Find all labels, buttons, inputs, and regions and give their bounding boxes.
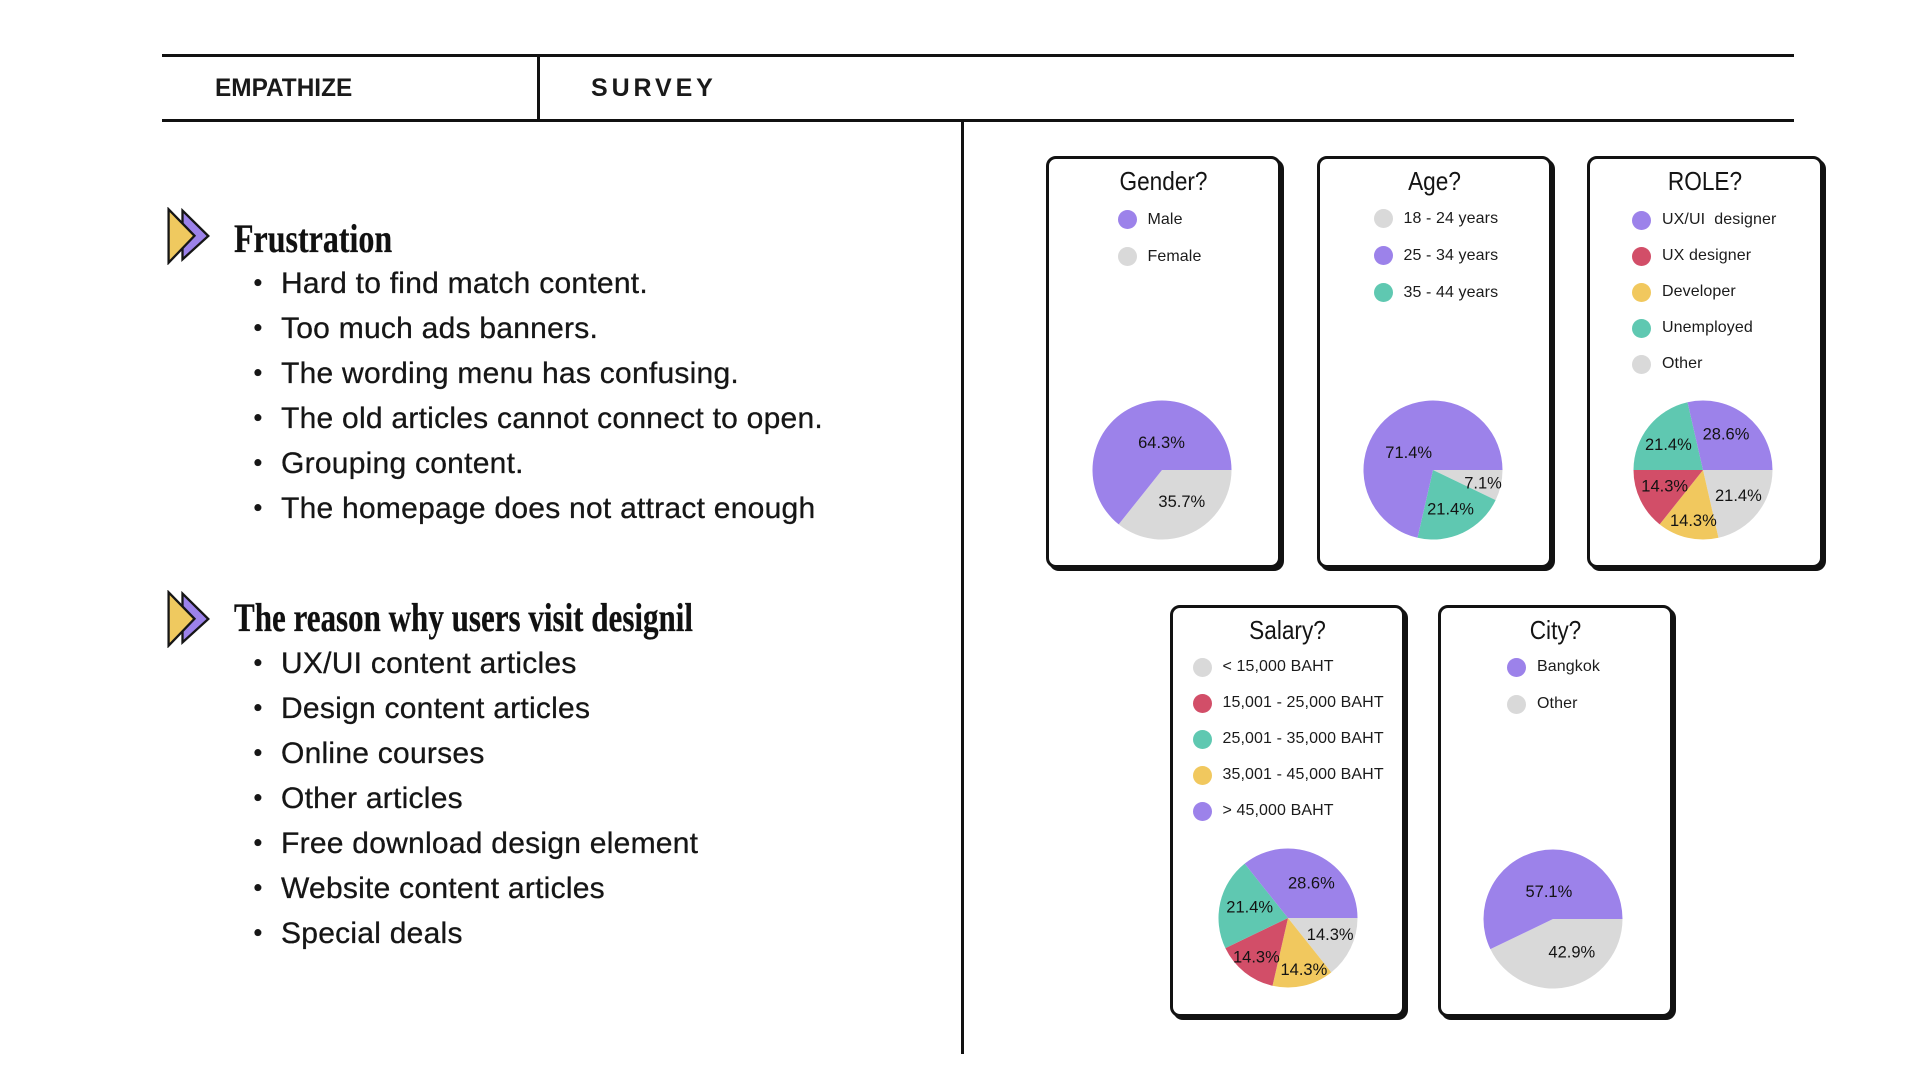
svg-text:35.7%: 35.7% — [1158, 493, 1205, 511]
svg-text:14.3%: 14.3% — [1670, 511, 1717, 529]
svg-text:14.3%: 14.3% — [1280, 961, 1327, 979]
svg-text:14.3%: 14.3% — [1233, 949, 1280, 967]
svg-text:21.4%: 21.4% — [1715, 486, 1762, 504]
svg-text:28.6%: 28.6% — [1703, 425, 1750, 443]
svg-text:71.4%: 71.4% — [1386, 443, 1433, 461]
svg-text:57.1%: 57.1% — [1526, 882, 1573, 900]
svg-text:42.9%: 42.9% — [1549, 943, 1596, 961]
svg-text:21.4%: 21.4% — [1226, 899, 1273, 917]
svg-text:7.1%: 7.1% — [1464, 474, 1502, 492]
svg-text:21.4%: 21.4% — [1645, 436, 1692, 454]
svg-text:21.4%: 21.4% — [1427, 500, 1474, 518]
svg-text:14.3%: 14.3% — [1642, 477, 1689, 495]
svg-text:28.6%: 28.6% — [1288, 875, 1335, 893]
svg-text:64.3%: 64.3% — [1138, 433, 1185, 451]
svg-text:14.3%: 14.3% — [1306, 926, 1353, 944]
